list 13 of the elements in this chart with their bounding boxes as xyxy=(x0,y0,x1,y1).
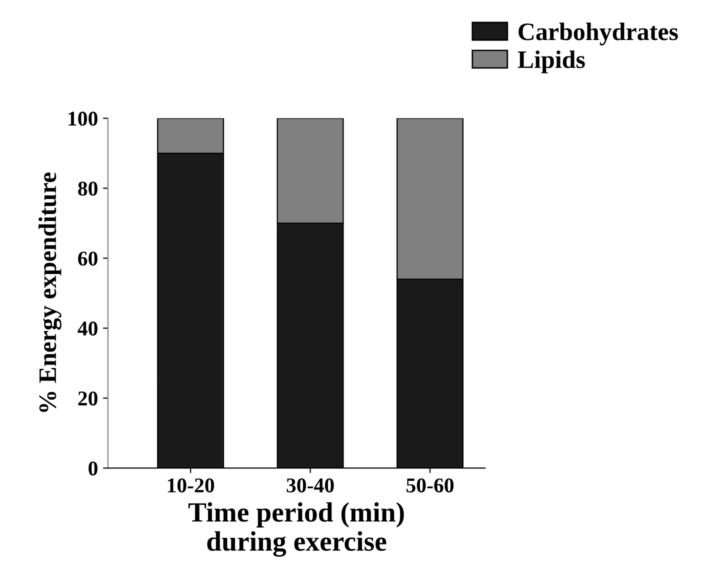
x-tick-label: 50-60 xyxy=(406,478,454,492)
y-tick-label: 40 xyxy=(78,322,98,336)
x-tick-label: 30-40 xyxy=(286,478,334,492)
y-tick-label: 0 xyxy=(88,461,98,476)
legend-label: Lipids xyxy=(518,50,585,74)
y-tick-label: 20 xyxy=(78,392,98,406)
y-axis-title: % Energy expenditure xyxy=(38,172,62,412)
x-tick-label: 10-20 xyxy=(168,478,214,492)
y-tick-label: 80 xyxy=(78,182,98,196)
x-axis-title: Time period (min) during exercise xyxy=(188,502,404,557)
legend-label: Carbohydrates xyxy=(518,22,678,46)
y-tick-label: 60 xyxy=(78,252,98,266)
y-tick-label: 100 xyxy=(68,112,98,126)
